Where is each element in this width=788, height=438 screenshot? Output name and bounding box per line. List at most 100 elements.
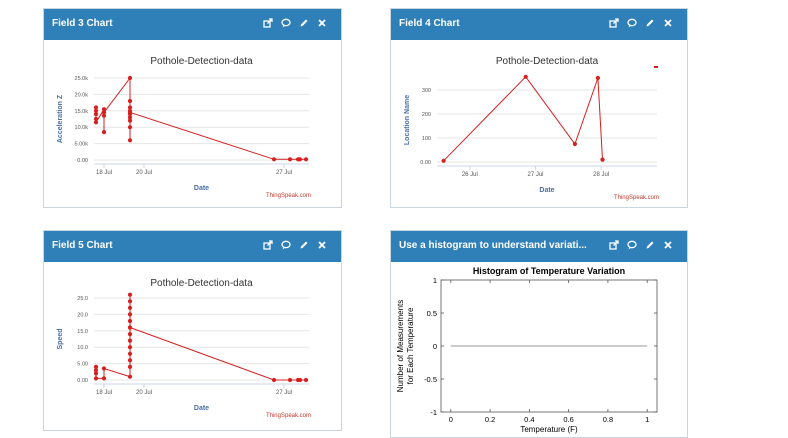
x-tick-label: 1 (645, 415, 649, 424)
data-point (93, 376, 99, 381)
x-tick-label: 26 Jul (462, 172, 478, 178)
data-point (271, 377, 277, 383)
histogram-panel: Use a histogram to understand variati...… (390, 230, 688, 438)
open-external-icon[interactable] (609, 239, 619, 251)
y-tick-label: 15.0k (75, 109, 89, 115)
x-tick-label: 18 Jul (96, 170, 112, 176)
x-tick-label: 0.6 (563, 415, 573, 424)
chart-title: Pothole-Detection-data (150, 56, 253, 67)
thingspeak-credit: ThingSpeak.com (266, 413, 311, 419)
data-point (93, 120, 99, 125)
chart-title: Histogram of Temperature Variation (473, 266, 625, 276)
x-tick-label: 20 Jul (136, 390, 152, 396)
series-line (95, 294, 306, 381)
data-point (127, 318, 133, 324)
data-point (127, 351, 133, 356)
panel-title: Field 3 Chart (52, 18, 113, 29)
edit-pencil-icon[interactable] (645, 17, 655, 29)
data-point (297, 377, 303, 383)
data-point (572, 141, 577, 147)
data-point (93, 105, 99, 110)
panel-title: Use a histogram to understand variati... (399, 240, 587, 251)
data-point (127, 115, 133, 120)
data-point (441, 158, 446, 163)
data-point (127, 105, 133, 110)
data-point (127, 312, 133, 317)
data-point (127, 338, 133, 343)
x-axis-label: Date (539, 187, 554, 194)
x-tick-label: 27 Jul (527, 172, 543, 178)
data-point (523, 74, 528, 79)
panel-header: Field 5 Chart (44, 231, 341, 262)
panel-header: Field 4 Chart (391, 9, 687, 40)
close-icon[interactable] (317, 239, 327, 251)
x-tick-label: 27 Jul (276, 390, 292, 396)
y-tick-label: -1 (430, 408, 437, 417)
panel-title: Field 4 Chart (399, 18, 460, 29)
close-icon[interactable] (663, 17, 673, 29)
data-point (127, 364, 133, 369)
open-external-icon[interactable] (263, 239, 273, 251)
x-tick-label: 18 Jul (96, 390, 112, 396)
y-tick-label: 1 (433, 276, 437, 285)
close-icon[interactable] (663, 239, 673, 251)
data-point (127, 325, 133, 330)
data-point (127, 305, 133, 310)
x-tick-label: 0.2 (485, 415, 495, 424)
data-point (93, 112, 99, 117)
edit-pencil-icon[interactable] (299, 17, 309, 29)
data-point (101, 110, 107, 115)
field4-chart-panel: Field 4 Chart Pothole-Detection-data 0.00… (390, 8, 688, 208)
open-external-icon[interactable] (609, 17, 619, 29)
panel-title: Field 5 Chart (52, 240, 113, 251)
y-tick-label: 100 (422, 136, 431, 142)
data-point (600, 157, 605, 162)
y-tick-label: 15.0 (77, 329, 88, 335)
data-point (93, 368, 99, 373)
data-point (127, 98, 133, 104)
x-axis-label: Temperature (F) (520, 425, 578, 434)
panel-header: Field 3 Chart (44, 9, 341, 40)
x-tick-label: 0.8 (603, 415, 613, 424)
data-point (127, 299, 133, 304)
y-tick-label: 0.00 (420, 160, 431, 166)
legend-marker (654, 66, 658, 68)
data-point (127, 125, 133, 130)
x-axis-label: Date (194, 185, 209, 192)
data-point (297, 157, 303, 162)
y-tick-label: 5.00 (77, 362, 88, 368)
data-point (127, 332, 133, 337)
data-point (93, 116, 99, 122)
y-axis-label: Location Name (404, 95, 411, 145)
data-point (101, 130, 107, 135)
data-point (127, 374, 133, 379)
data-point (287, 157, 293, 162)
comment-icon[interactable] (627, 17, 637, 29)
edit-pencil-icon[interactable] (645, 239, 655, 251)
data-point (303, 377, 309, 383)
y-tick-label: 5.00k (75, 142, 89, 148)
panel-header: Use a histogram to understand variati... (391, 231, 687, 262)
comment-icon[interactable] (627, 239, 637, 251)
y-tick-label: 10.0 (77, 345, 88, 351)
open-external-icon[interactable] (263, 17, 273, 29)
edit-pencil-icon[interactable] (299, 239, 309, 251)
data-point (101, 113, 107, 118)
data-point (127, 118, 133, 123)
data-point (595, 75, 600, 81)
comment-icon[interactable] (281, 239, 291, 251)
comment-icon[interactable] (281, 17, 291, 29)
data-point (303, 157, 309, 162)
x-tick-label: 0.4 (524, 415, 534, 424)
series-line (95, 76, 306, 160)
x-axis-label: Date (194, 405, 209, 412)
close-icon[interactable] (317, 17, 327, 29)
x-tick-label: 28 Jul (593, 172, 609, 178)
data-point (127, 110, 133, 115)
chart-title: Pothole-Detection-data (150, 278, 253, 289)
y-axis-label: Acceleration Z (57, 94, 64, 143)
data-point (127, 358, 133, 363)
y-tick-label: 0 (433, 342, 437, 351)
data-point (287, 377, 293, 383)
field5-chart-panel: Field 5 Chart Pothole-Detection-data 0.00… (43, 230, 342, 431)
